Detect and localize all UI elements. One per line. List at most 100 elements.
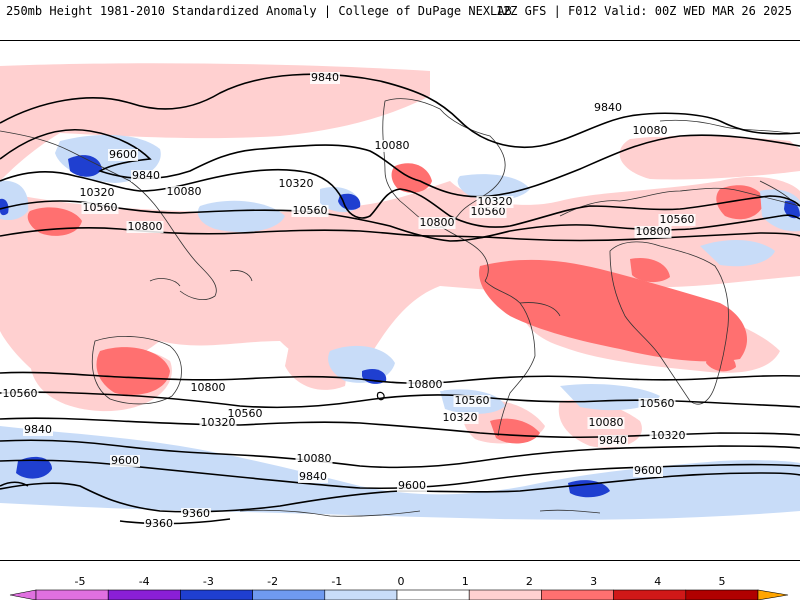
colorbar-segment — [252, 589, 326, 600]
contour-label: 10800 — [636, 225, 671, 238]
contour-label: 9840 — [299, 470, 327, 483]
contour-label: 10560 — [640, 397, 675, 410]
contour-label-bg — [631, 125, 669, 137]
contour-label-bg — [633, 465, 663, 477]
contour-label-bg — [310, 72, 340, 84]
contour-label: 10320 — [651, 429, 686, 442]
colorbar-low-arrow — [9, 589, 37, 600]
colorbar-tick-label: 5 — [719, 575, 726, 588]
contour-label-bg — [199, 417, 237, 429]
contour-label: 10320 — [279, 177, 314, 190]
colorbar-tick-label: -2 — [267, 575, 278, 588]
contour-label: 9600 — [398, 479, 426, 492]
contour-label: 9840 — [132, 169, 160, 182]
colorbar-tick-label: 4 — [654, 575, 661, 588]
contour-label-bg — [298, 471, 328, 483]
colorbar-tick-label: -5 — [75, 575, 86, 588]
contour-label-bg — [126, 221, 164, 233]
contour-label-bg — [181, 508, 211, 520]
colorbar-tick-label: -4 — [139, 575, 150, 588]
contour-label-bg — [598, 435, 628, 447]
contour-label-bg — [1, 388, 39, 400]
colorbar-segment — [468, 589, 542, 600]
contour-label-bg — [165, 186, 203, 198]
colorbar-tick-label: -3 — [203, 575, 214, 588]
contour-label-bg — [295, 453, 333, 465]
contour-label-bg — [476, 196, 514, 208]
contour-label: 9600 — [634, 464, 662, 477]
contour-label-bg — [397, 480, 427, 492]
contour-label-bg — [587, 417, 625, 429]
contour-label: 10320 — [478, 195, 513, 208]
contour-label-bg — [453, 395, 491, 407]
contour-label: 9360 — [145, 517, 173, 530]
colorbar: -5 -4 -3 -2 -1 0 1 2 3 4 5 — [9, 575, 789, 600]
contour-label: 10320 — [80, 186, 115, 199]
contour-label-bg — [634, 226, 672, 238]
contour-label: 10080 — [633, 124, 668, 137]
colorbar-segment — [613, 589, 687, 600]
contour-label: 9840 — [311, 71, 339, 84]
contour-label-bg — [406, 379, 444, 391]
colorbar-tick-label: 2 — [526, 575, 533, 588]
contour-label: 9840 — [24, 423, 52, 436]
coastlines — [0, 98, 800, 517]
contour-label: 10800 — [191, 381, 226, 394]
colorbar-segment — [685, 589, 759, 600]
contour-label-bg — [441, 412, 479, 424]
contour-label: 10560 — [83, 201, 118, 214]
contour-label-bg — [277, 178, 315, 190]
contour-label-bg — [373, 140, 411, 152]
contour-label-bg — [649, 430, 687, 442]
contour-label: 10560 — [3, 387, 38, 400]
contour-label: 10080 — [375, 139, 410, 152]
contour-label: 10560 — [228, 407, 263, 420]
colorbar-segment — [541, 589, 614, 600]
contour-label: 9840 — [599, 434, 627, 447]
contour-label: 10560 — [293, 204, 328, 217]
contour-label-bg — [81, 202, 119, 214]
colorbar-segment — [35, 589, 109, 600]
contour-label: 9600 — [111, 454, 139, 467]
contour-label: 10080 — [167, 185, 202, 198]
contour-label: 10080 — [589, 416, 624, 429]
contour-label: 9600 — [109, 148, 137, 161]
colorbar-tick-label: 0 — [398, 575, 405, 588]
contour-label: 10560 — [660, 213, 695, 226]
contour-label: 10080 — [297, 452, 332, 465]
contour-label-bg — [593, 102, 623, 114]
contour-label: 10800 — [128, 220, 163, 233]
contour-label-bg — [131, 170, 161, 182]
contour-label-bg — [110, 455, 140, 467]
contour-label: 10320 — [443, 411, 478, 424]
contour-label: 10560 — [455, 394, 490, 407]
colorbar-high-arrow — [757, 589, 789, 600]
contour-label-bg — [23, 424, 53, 436]
anomaly-map: 9840984010080960098401008010320105601080… — [0, 40, 800, 561]
contour-label-bg — [108, 149, 138, 161]
contour-label-bg — [638, 398, 676, 410]
contour-label-bg — [78, 187, 116, 199]
contour-label: 9840 — [594, 101, 622, 114]
contour-label: 10560 — [471, 205, 506, 218]
colorbar-tick-label: 3 — [590, 575, 597, 588]
contour-label: 10320 — [201, 416, 236, 429]
contour-label: 10800 — [408, 378, 443, 391]
colorbar-segment — [107, 589, 181, 600]
contour-label-bg — [418, 217, 456, 229]
model-run-info: 12Z GFS | F012 Valid: 00Z WED MAR 26 202… — [495, 4, 792, 18]
positive-anomaly-shading — [0, 63, 800, 449]
contour-label-bg — [469, 206, 507, 218]
contour-label-bg — [144, 518, 174, 530]
contour-label: 9360 — [182, 507, 210, 520]
colorbar-segment — [324, 589, 398, 600]
colorbar-tick-label: 1 — [462, 575, 469, 588]
contour-label-bg — [291, 205, 329, 217]
colorbar-segment — [180, 589, 253, 600]
colorbar-segment — [396, 589, 470, 600]
colorbar-tick-label: -1 — [331, 575, 342, 588]
contour-label: 10800 — [420, 216, 455, 229]
map-title: 250mb Height 1981-2010 Standardized Anom… — [6, 4, 512, 18]
contour-label-bg — [658, 214, 696, 226]
contour-label-bg — [189, 382, 227, 394]
